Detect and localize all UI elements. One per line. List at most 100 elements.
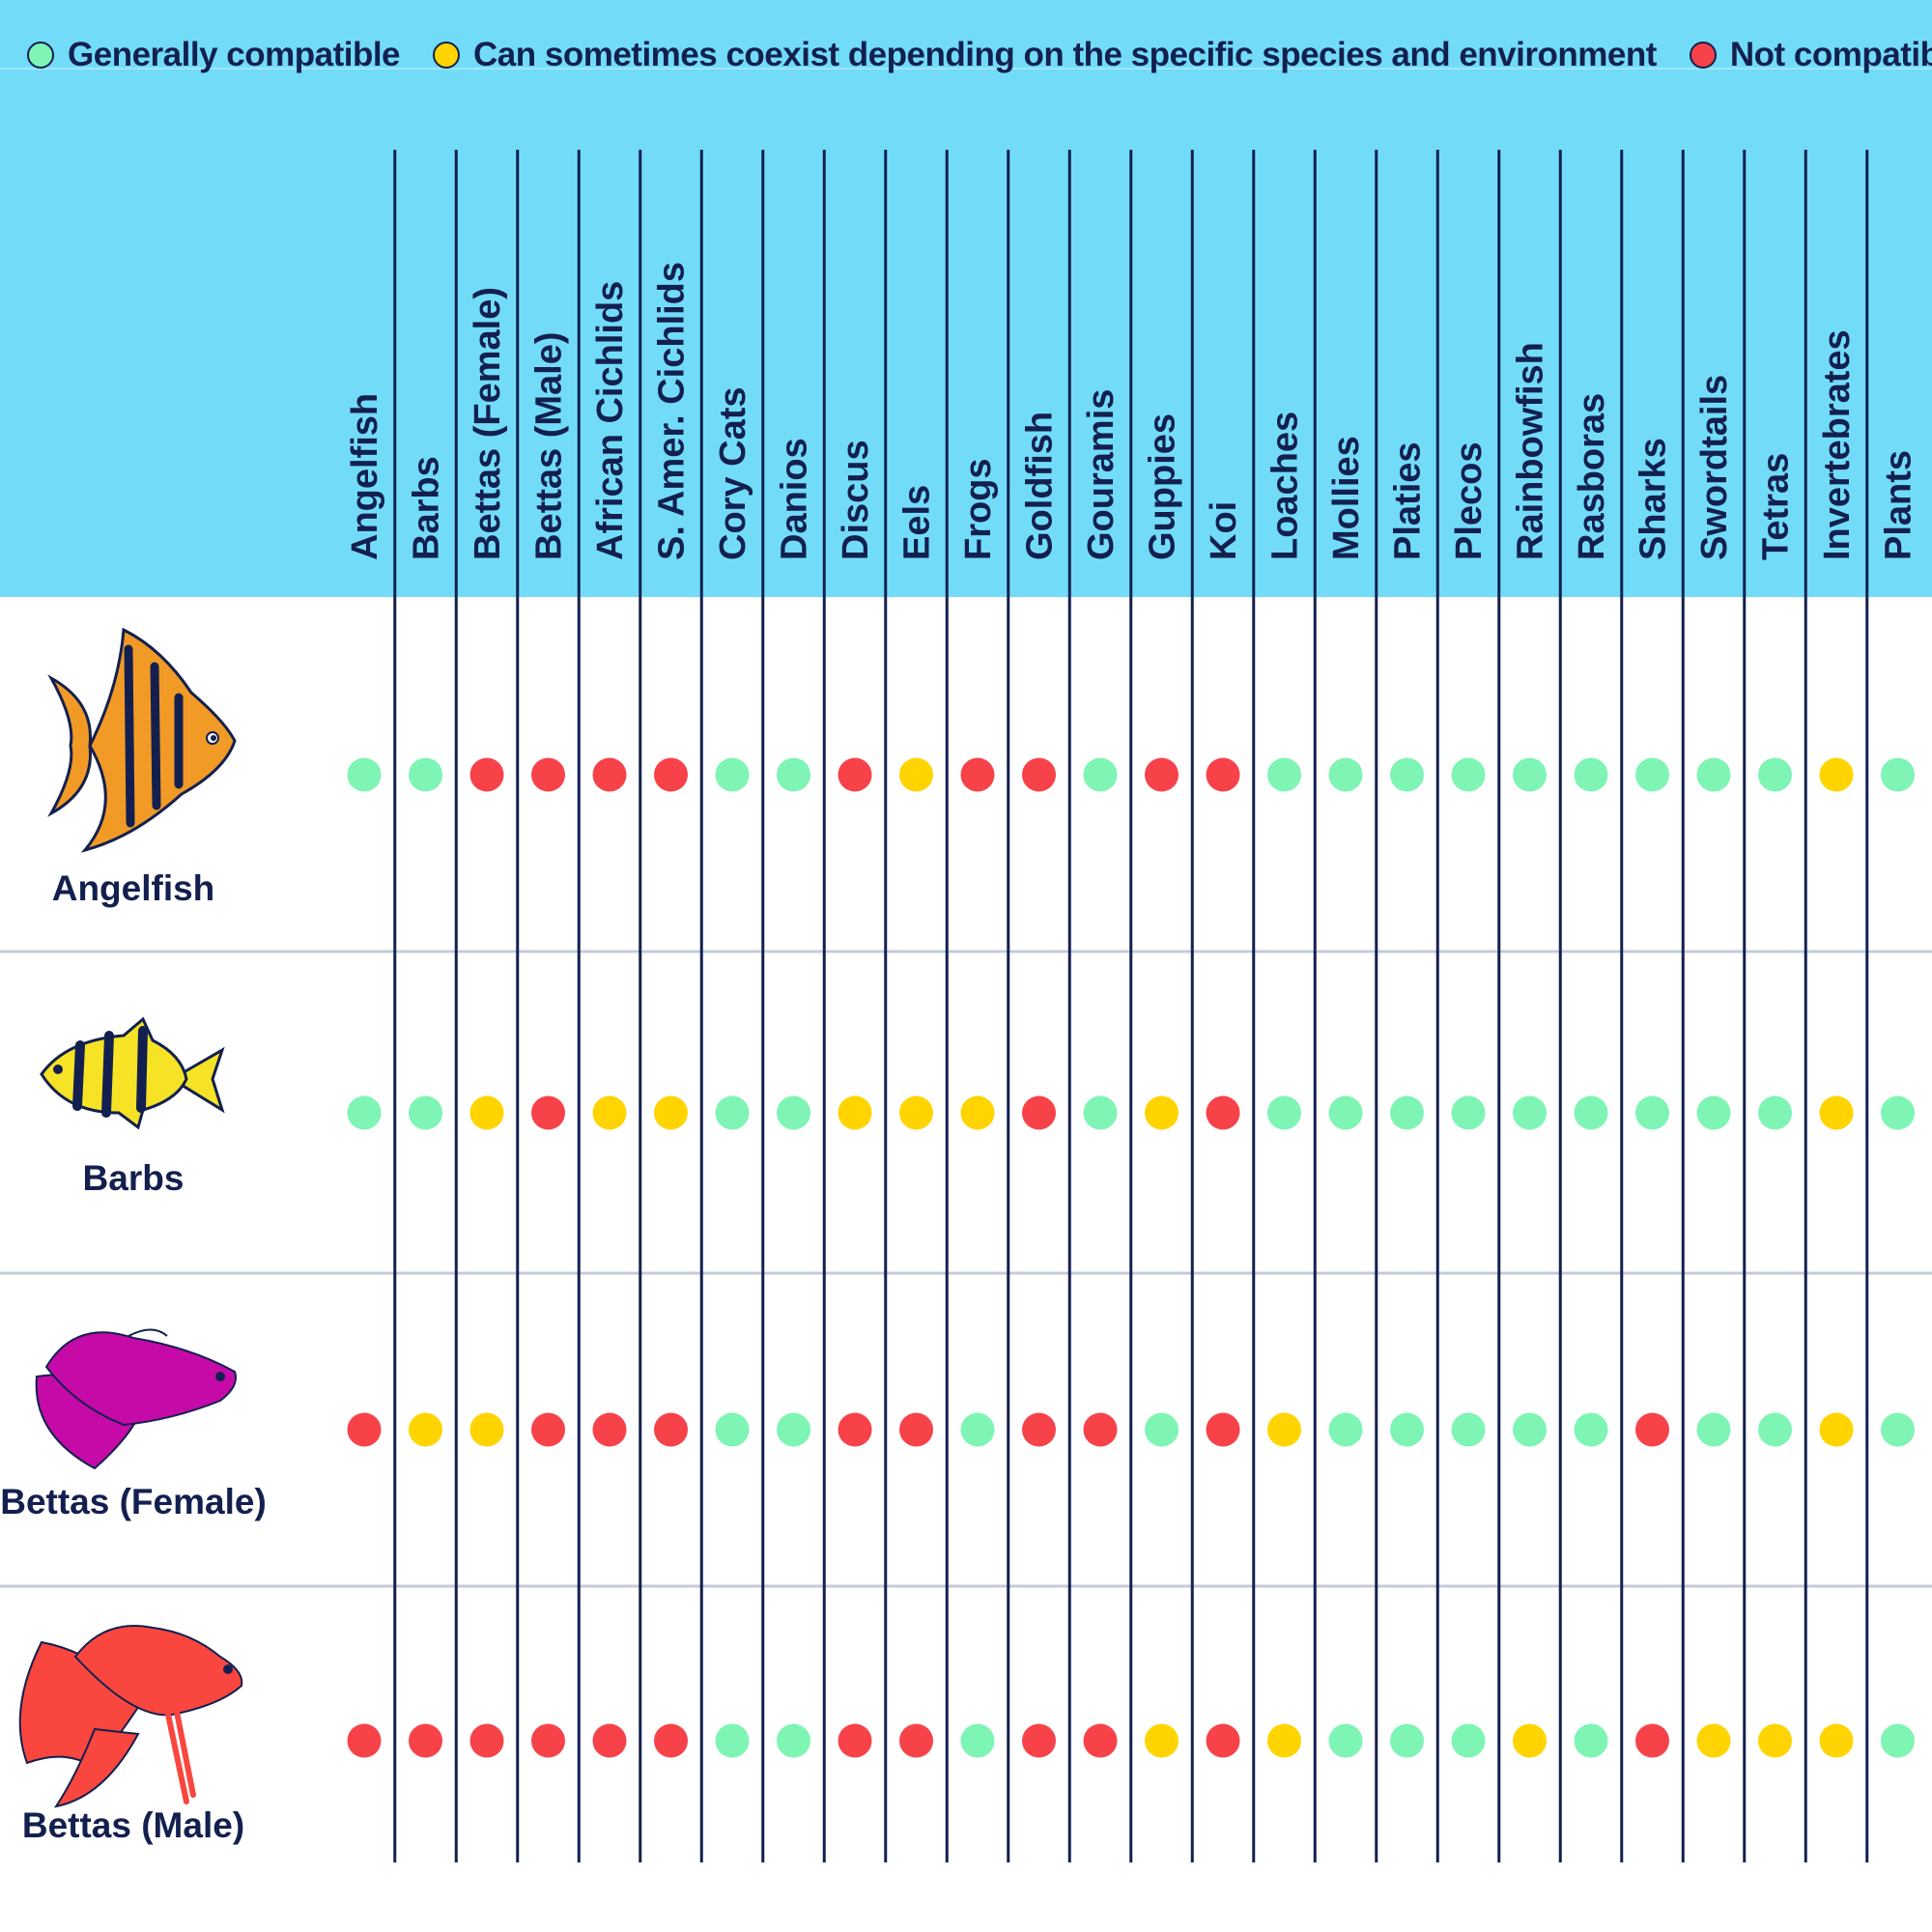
column-label-rasboras: Rasboras xyxy=(1572,393,1612,560)
legend-label: Generally compatible xyxy=(68,36,401,73)
row-label-bettas-male: Bettas (Male) xyxy=(22,1805,244,1845)
column-label-cory-cats: Cory Cats xyxy=(713,387,753,561)
dot-angelfish-tetras xyxy=(1758,757,1792,792)
column-label-platies: Platies xyxy=(1388,441,1429,560)
dot-angelfish-loaches xyxy=(1267,757,1301,792)
column-label-african-cichlids: African Cichlids xyxy=(590,281,631,560)
legend-swatch xyxy=(27,42,54,69)
dot-angelfish-s-amer-cichlids xyxy=(654,757,688,792)
dot-bettas-male-mollies xyxy=(1328,1723,1363,1758)
dot-bettas-female-african-cichlids xyxy=(592,1412,627,1447)
dot-bettas-male-goldfish xyxy=(1022,1723,1056,1758)
row-label-bettas-female: Bettas (Female) xyxy=(0,1482,267,1521)
legend-item-generally-compatible: Generally compatible xyxy=(27,36,401,74)
dot-barbs-plants xyxy=(1881,1095,1915,1130)
dot-bettas-female-koi xyxy=(1206,1412,1240,1447)
column-label-gouramis: Gouramis xyxy=(1081,389,1122,560)
dot-barbs-barbs xyxy=(409,1095,442,1130)
dot-angelfish-gouramis xyxy=(1083,757,1118,792)
dot-angelfish-african-cichlids xyxy=(592,757,627,792)
dot-bettas-male-plants xyxy=(1881,1723,1915,1758)
dot-angelfish-discus xyxy=(838,757,872,792)
dot-barbs-mollies xyxy=(1328,1095,1363,1130)
dot-bettas-female-rasboras xyxy=(1574,1412,1608,1447)
dot-bettas-female-plants xyxy=(1881,1412,1915,1447)
dot-angelfish-sharks xyxy=(1635,757,1669,792)
dot-bettas-female-barbs xyxy=(409,1412,442,1447)
legend-item-not-compatible: Not compatible xyxy=(1689,36,1932,74)
dot-barbs-guppies xyxy=(1145,1095,1179,1130)
legend-label: Not compatible xyxy=(1729,36,1932,73)
dot-angelfish-plants xyxy=(1881,757,1915,792)
female-betta-icon xyxy=(35,1328,237,1470)
dot-bettas-male-tetras xyxy=(1758,1723,1792,1758)
column-label-barbs: Barbs xyxy=(407,456,447,560)
legend-divider xyxy=(0,68,1932,70)
dot-bettas-male-angelfish xyxy=(347,1723,382,1758)
column-label-plants: Plants xyxy=(1879,450,1919,560)
dot-angelfish-bettas-male xyxy=(531,757,565,792)
dot-bettas-female-eels xyxy=(899,1412,933,1447)
dot-angelfish-danios xyxy=(777,757,810,792)
dot-bettas-female-gouramis xyxy=(1083,1412,1118,1447)
dot-bettas-female-mollies xyxy=(1328,1412,1363,1447)
angelfish-icon xyxy=(47,627,237,853)
dot-angelfish-rainbowfish xyxy=(1513,757,1547,792)
dot-barbs-angelfish xyxy=(347,1095,382,1130)
dot-barbs-gouramis xyxy=(1083,1095,1118,1130)
legend: Generally compatible Can sometimes coexis… xyxy=(27,27,1932,83)
header-band xyxy=(0,0,1932,597)
dot-bettas-male-plecos xyxy=(1451,1723,1486,1758)
dot-bettas-male-s-amer-cichlids xyxy=(654,1723,688,1758)
legend-item-can-sometimes-coexist: Can sometimes coexist depending on the s… xyxy=(433,36,1657,74)
dot-barbs-swordtails xyxy=(1696,1095,1731,1130)
column-label-frogs: Frogs xyxy=(958,458,999,560)
dot-bettas-male-rasboras xyxy=(1574,1723,1608,1758)
dot-bettas-male-bettas-male xyxy=(531,1723,565,1758)
dot-bettas-female-danios xyxy=(777,1412,810,1447)
column-label-swordtails: Swordtails xyxy=(1694,375,1735,560)
column-label-eels: Eels xyxy=(897,485,938,560)
dot-bettas-male-invertebrates xyxy=(1819,1723,1854,1758)
dot-bettas-female-angelfish xyxy=(347,1412,382,1447)
dot-bettas-female-bettas-male xyxy=(531,1412,565,1447)
dot-barbs-tetras xyxy=(1758,1095,1792,1130)
dot-bettas-female-rainbowfish xyxy=(1513,1412,1547,1447)
dot-barbs-discus xyxy=(838,1095,872,1130)
dot-bettas-female-invertebrates xyxy=(1819,1412,1854,1447)
dot-angelfish-mollies xyxy=(1328,757,1363,792)
dot-bettas-female-bettas-female xyxy=(469,1412,504,1447)
dot-barbs-sharks xyxy=(1635,1095,1669,1130)
row-label-barbs: Barbs xyxy=(83,1158,185,1198)
male-betta-icon xyxy=(18,1625,243,1808)
dot-angelfish-angelfish xyxy=(347,757,382,792)
dot-bettas-female-sharks xyxy=(1635,1412,1669,1447)
dot-bettas-female-swordtails xyxy=(1696,1412,1731,1447)
barb-icon xyxy=(40,1016,225,1130)
dot-barbs-frogs xyxy=(960,1095,995,1130)
column-label-sharks: Sharks xyxy=(1634,438,1674,560)
dot-bettas-female-loaches xyxy=(1267,1412,1301,1447)
dot-barbs-platies xyxy=(1390,1095,1424,1130)
dot-bettas-male-koi xyxy=(1206,1723,1240,1758)
column-label-angelfish: Angelfish xyxy=(345,393,385,560)
dot-angelfish-invertebrates xyxy=(1819,757,1854,792)
dot-angelfish-goldfish xyxy=(1022,757,1056,792)
dot-barbs-danios xyxy=(777,1095,810,1130)
dot-bettas-male-frogs xyxy=(960,1723,995,1758)
dot-angelfish-swordtails xyxy=(1696,757,1731,792)
dot-barbs-invertebrates xyxy=(1819,1095,1854,1130)
dot-bettas-male-gouramis xyxy=(1083,1723,1118,1758)
column-label-plecos: Plecos xyxy=(1449,441,1490,560)
dot-barbs-cory-cats xyxy=(715,1095,750,1130)
column-label-guppies: Guppies xyxy=(1143,413,1183,560)
dot-bettas-female-tetras xyxy=(1758,1412,1792,1447)
dot-bettas-male-danios xyxy=(777,1723,810,1758)
dot-barbs-eels xyxy=(899,1095,933,1130)
dot-bettas-female-cory-cats xyxy=(715,1412,750,1447)
dot-barbs-rainbowfish xyxy=(1513,1095,1547,1130)
dot-bettas-female-goldfish xyxy=(1022,1412,1056,1447)
dot-bettas-male-eels xyxy=(899,1723,933,1758)
dot-bettas-female-guppies xyxy=(1145,1412,1179,1447)
